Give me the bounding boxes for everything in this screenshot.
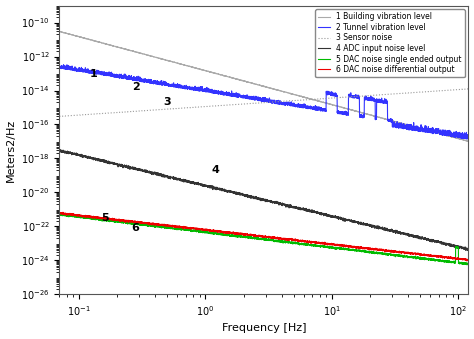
4 ADC input noise level [232,190,237,194]
2 Tunnel vibration level [433,131,438,135]
4 ADC input noise level [433,239,438,243]
4 ADC input noise level [465,247,471,251]
5 DAC noise single ended output [251,236,256,240]
6 DAC noise differential output [251,233,256,237]
Line: 5 DAC noise single ended output: 5 DAC noise single ended output [59,214,468,265]
Text: 5: 5 [101,213,109,223]
6 DAC noise differential output [60,210,66,214]
2 Tunnel vibration level [56,64,62,68]
4 ADC input noise level [56,149,62,153]
Text: 3: 3 [164,97,171,107]
3 Sensor noise [251,101,256,105]
Text: 2: 2 [132,82,139,92]
1 Building vibration level [228,76,234,80]
6 DAC noise differential output [56,212,62,216]
6 DAC noise differential output [232,231,237,235]
5 DAC noise single ended output [232,234,237,238]
6 DAC noise differential output [465,258,471,262]
Text: 4: 4 [211,165,219,175]
4 ADC input noise level [251,196,256,200]
5 DAC noise single ended output [56,213,62,217]
1 Building vibration level [433,130,438,134]
3 Sensor noise [465,87,471,91]
6 DAC noise differential output [464,259,470,263]
2 Tunnel vibration level [232,93,237,97]
6 DAC noise differential output [228,231,234,235]
5 DAC noise single ended output [453,245,459,249]
3 Sensor noise [232,103,237,107]
5 DAC noise single ended output [354,248,359,252]
1 Building vibration level [251,82,256,86]
4 ADC input noise level [228,189,234,193]
Y-axis label: Meters2/Hz: Meters2/Hz [6,118,16,182]
4 ADC input noise level [58,148,64,152]
1 Building vibration level [453,136,459,140]
6 DAC noise differential output [433,254,438,258]
2 Tunnel vibration level [354,96,359,100]
5 DAC noise single ended output [433,259,438,263]
4 ADC input noise level [354,220,359,224]
5 DAC noise single ended output [464,263,470,267]
3 Sensor noise [453,88,459,92]
1 Building vibration level [465,139,471,143]
3 Sensor noise [465,87,471,91]
Line: 4 ADC input noise level: 4 ADC input noise level [59,150,468,251]
2 Tunnel vibration level [465,137,471,141]
5 DAC noise single ended output [228,233,234,237]
X-axis label: Frequency [Hz]: Frequency [Hz] [222,323,306,334]
2 Tunnel vibration level [453,130,459,134]
1 Building vibration level [465,139,471,143]
Line: 1 Building vibration level: 1 Building vibration level [59,31,468,141]
2 Tunnel vibration level [228,94,234,98]
4 ADC input noise level [453,245,459,249]
3 Sensor noise [354,94,359,98]
2 Tunnel vibration level [464,137,470,141]
Text: 1: 1 [90,68,97,79]
3 Sensor noise [57,114,63,118]
3 Sensor noise [228,103,234,107]
1 Building vibration level [57,29,63,33]
1 Building vibration level [354,109,359,113]
3 Sensor noise [433,89,438,93]
2 Tunnel vibration level [61,63,66,67]
Line: 3 Sensor noise: 3 Sensor noise [59,89,468,116]
5 DAC noise single ended output [465,262,471,266]
Line: 6 DAC noise differential output: 6 DAC noise differential output [59,212,468,261]
1 Building vibration level [56,29,62,34]
3 Sensor noise [56,114,62,118]
5 DAC noise single ended output [58,212,64,216]
Line: 2 Tunnel vibration level: 2 Tunnel vibration level [59,65,468,139]
2 Tunnel vibration level [251,94,256,98]
6 DAC noise differential output [453,257,459,261]
Text: 6: 6 [132,223,139,233]
4 ADC input noise level [465,248,471,253]
Legend: 1 Building vibration level, 2 Tunnel vibration level, 3 Sensor noise, 4 ADC inpu: 1 Building vibration level, 2 Tunnel vib… [315,9,465,77]
1 Building vibration level [232,76,237,80]
6 DAC noise differential output [354,245,359,250]
